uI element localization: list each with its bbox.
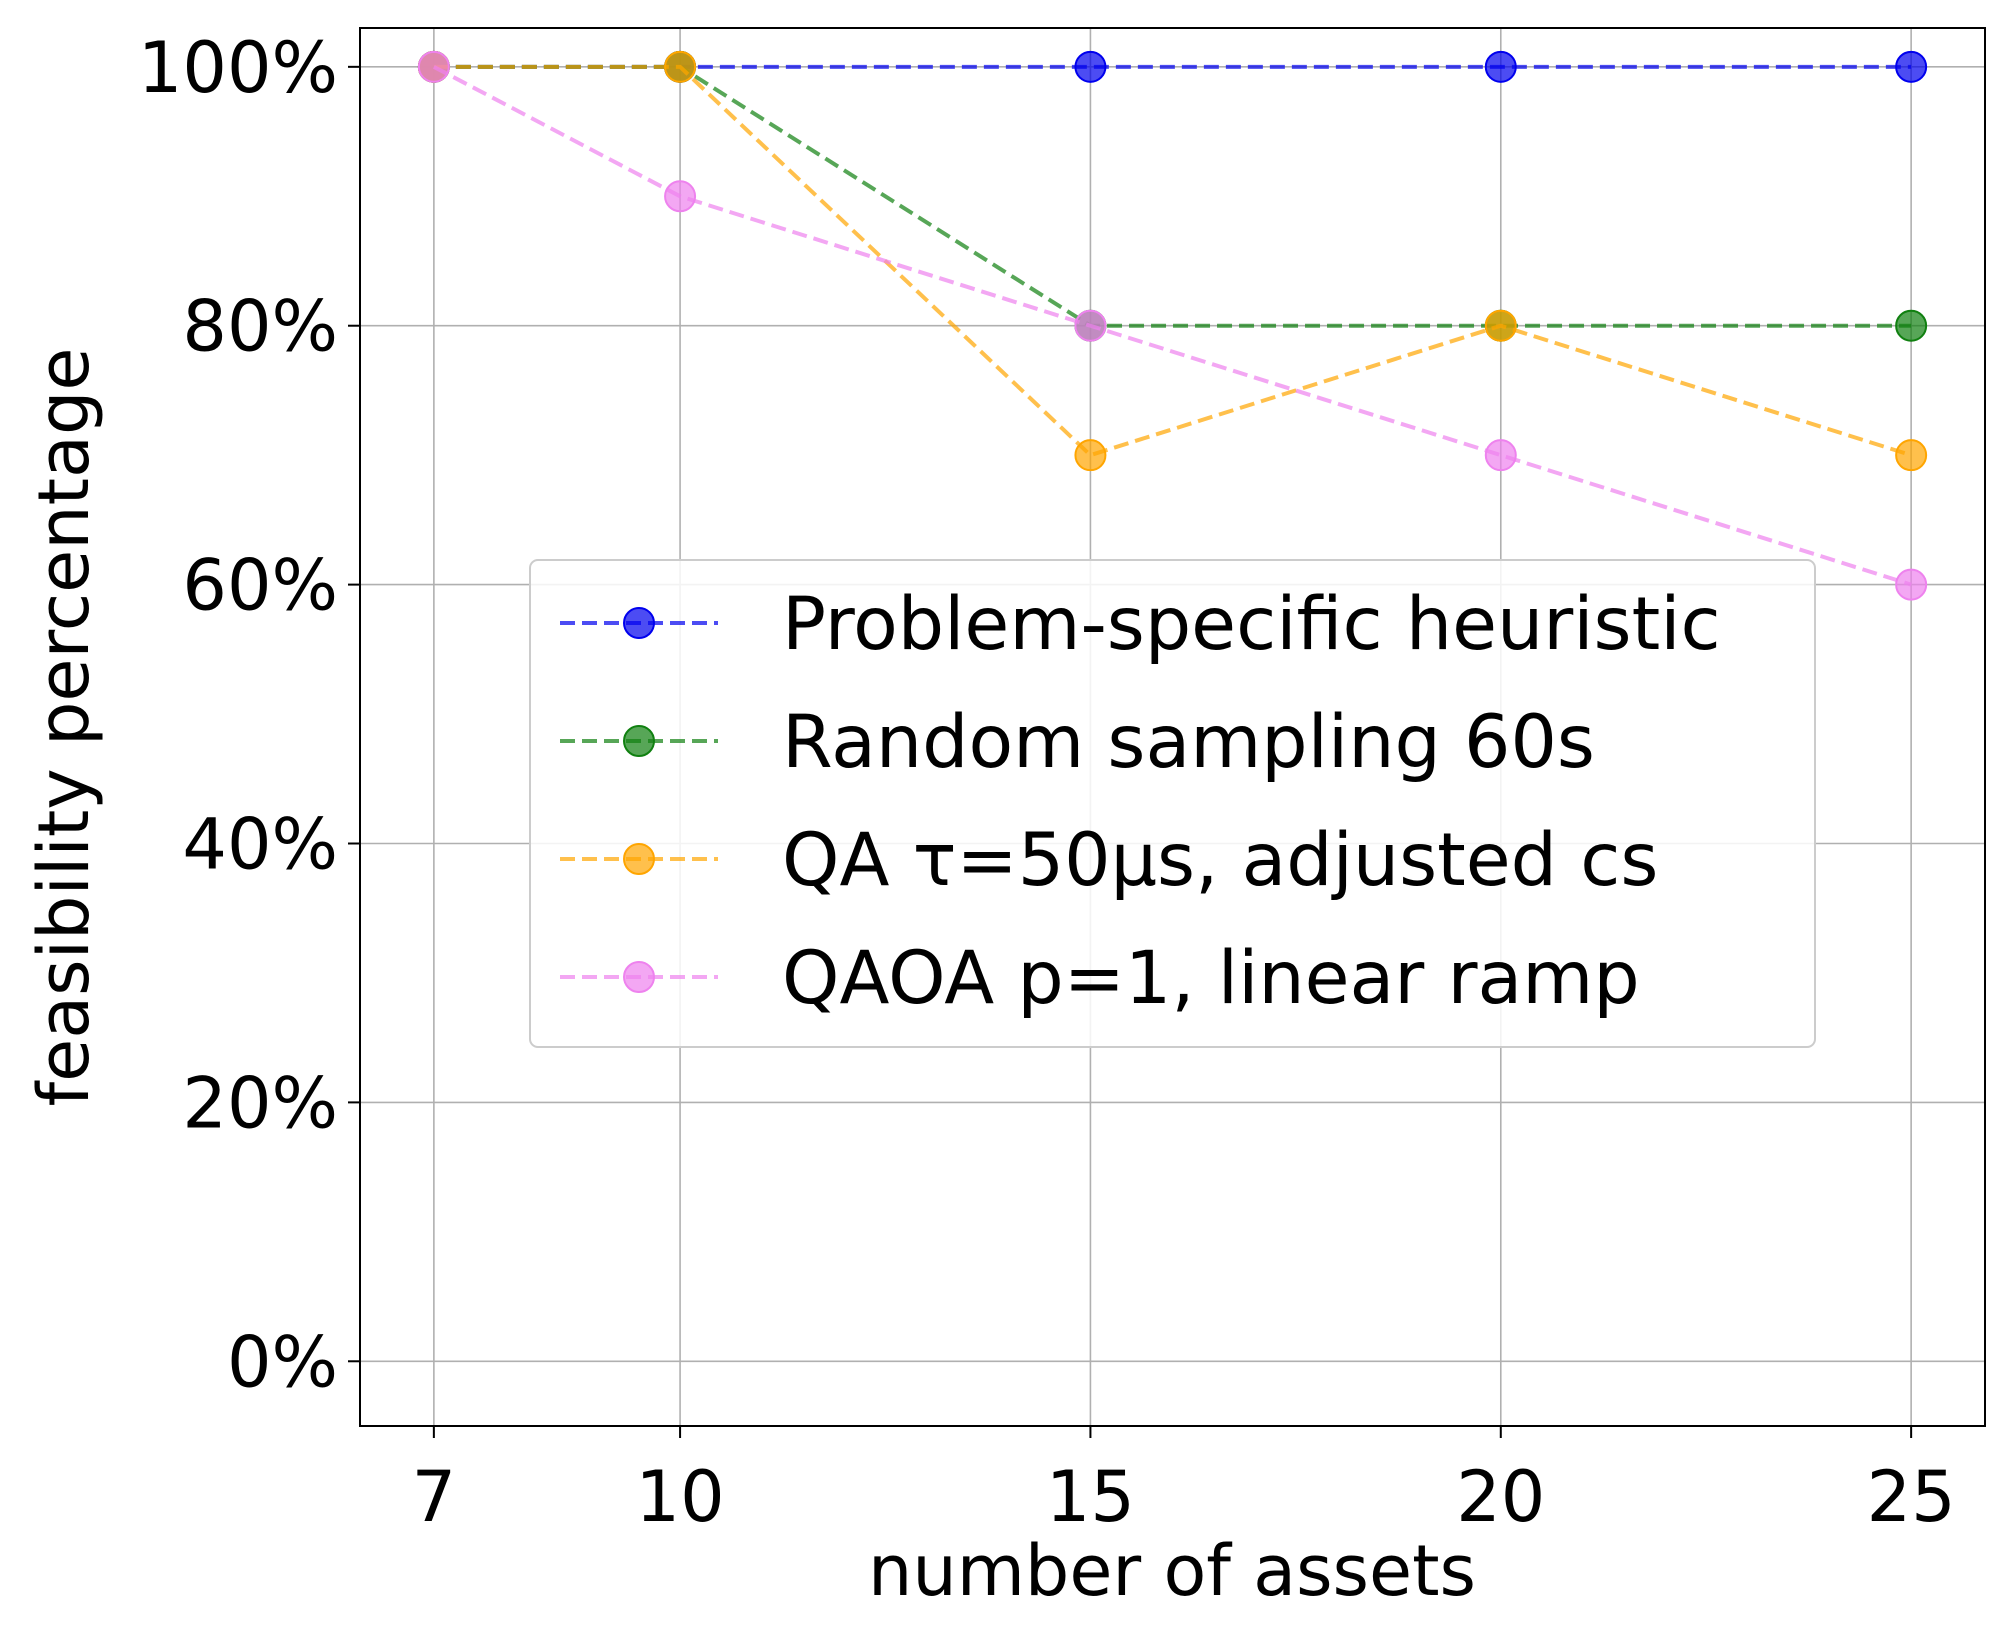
legend-label: Problem-specific heuristic <box>782 582 1721 667</box>
data-point <box>1074 439 1107 472</box>
x-tick-label: 25 <box>1867 1456 1956 1538</box>
legend-entry: QAOA p=1, linear ramp <box>560 936 1640 1021</box>
legend-box <box>529 559 1816 1048</box>
legend-marker-swatch <box>623 961 655 993</box>
plot-area-frame <box>359 27 1986 1427</box>
y-tick-label: 20% <box>182 1062 338 1144</box>
x-tick-label: 20 <box>1456 1456 1545 1538</box>
data-point <box>1484 439 1517 472</box>
series-line <box>433 64 1912 458</box>
legend: Problem-specific heuristic Random samplin… <box>529 559 1816 1048</box>
data-point <box>1895 439 1928 472</box>
series-line <box>433 64 1912 328</box>
series-4 <box>417 50 1928 601</box>
y-tick-label: 40% <box>182 804 338 886</box>
data-point <box>1895 568 1928 601</box>
axis-ticks: 7 10 15 20 25 0% 20% 40% 60% 80% 100% <box>138 27 1956 1538</box>
x-tick-label: 15 <box>1046 1456 1135 1538</box>
y-tick-label: 60% <box>182 545 338 627</box>
y-tick-label: 0% <box>227 1321 338 1403</box>
legend-marker-swatch <box>623 607 655 639</box>
data-point <box>1484 50 1517 83</box>
y-tick-label: 100% <box>138 27 338 109</box>
legend-entry: Random sampling 60s <box>560 700 1595 785</box>
data-point <box>1484 309 1517 342</box>
legend-label: Random sampling 60s <box>782 700 1595 785</box>
x-tick-label: 10 <box>636 1456 725 1538</box>
legend-label: QAOA p=1, linear ramp <box>782 936 1640 1021</box>
data-point <box>664 180 697 213</box>
series-group <box>417 50 1928 601</box>
series-2 <box>417 50 1928 342</box>
legend-marker-swatch <box>623 725 655 757</box>
data-point <box>1895 309 1928 342</box>
series-3 <box>417 50 1928 472</box>
data-point <box>1895 50 1928 83</box>
data-point <box>664 50 697 83</box>
legend-marker-swatch <box>623 843 655 875</box>
legend-entry: QA τ=50μs, adjusted cs <box>560 818 1658 903</box>
data-point <box>1074 309 1107 342</box>
data-point <box>1074 50 1107 83</box>
y-tick-label: 80% <box>182 286 338 368</box>
x-tick-label: 7 <box>412 1456 457 1538</box>
data-point <box>417 50 450 83</box>
y-axis-label: feasibility percentage <box>23 348 105 1107</box>
x-axis-label: number of assets <box>868 1530 1476 1612</box>
legend-label: QA τ=50μs, adjusted cs <box>782 818 1658 903</box>
legend-entry: Problem-specific heuristic <box>560 582 1721 667</box>
